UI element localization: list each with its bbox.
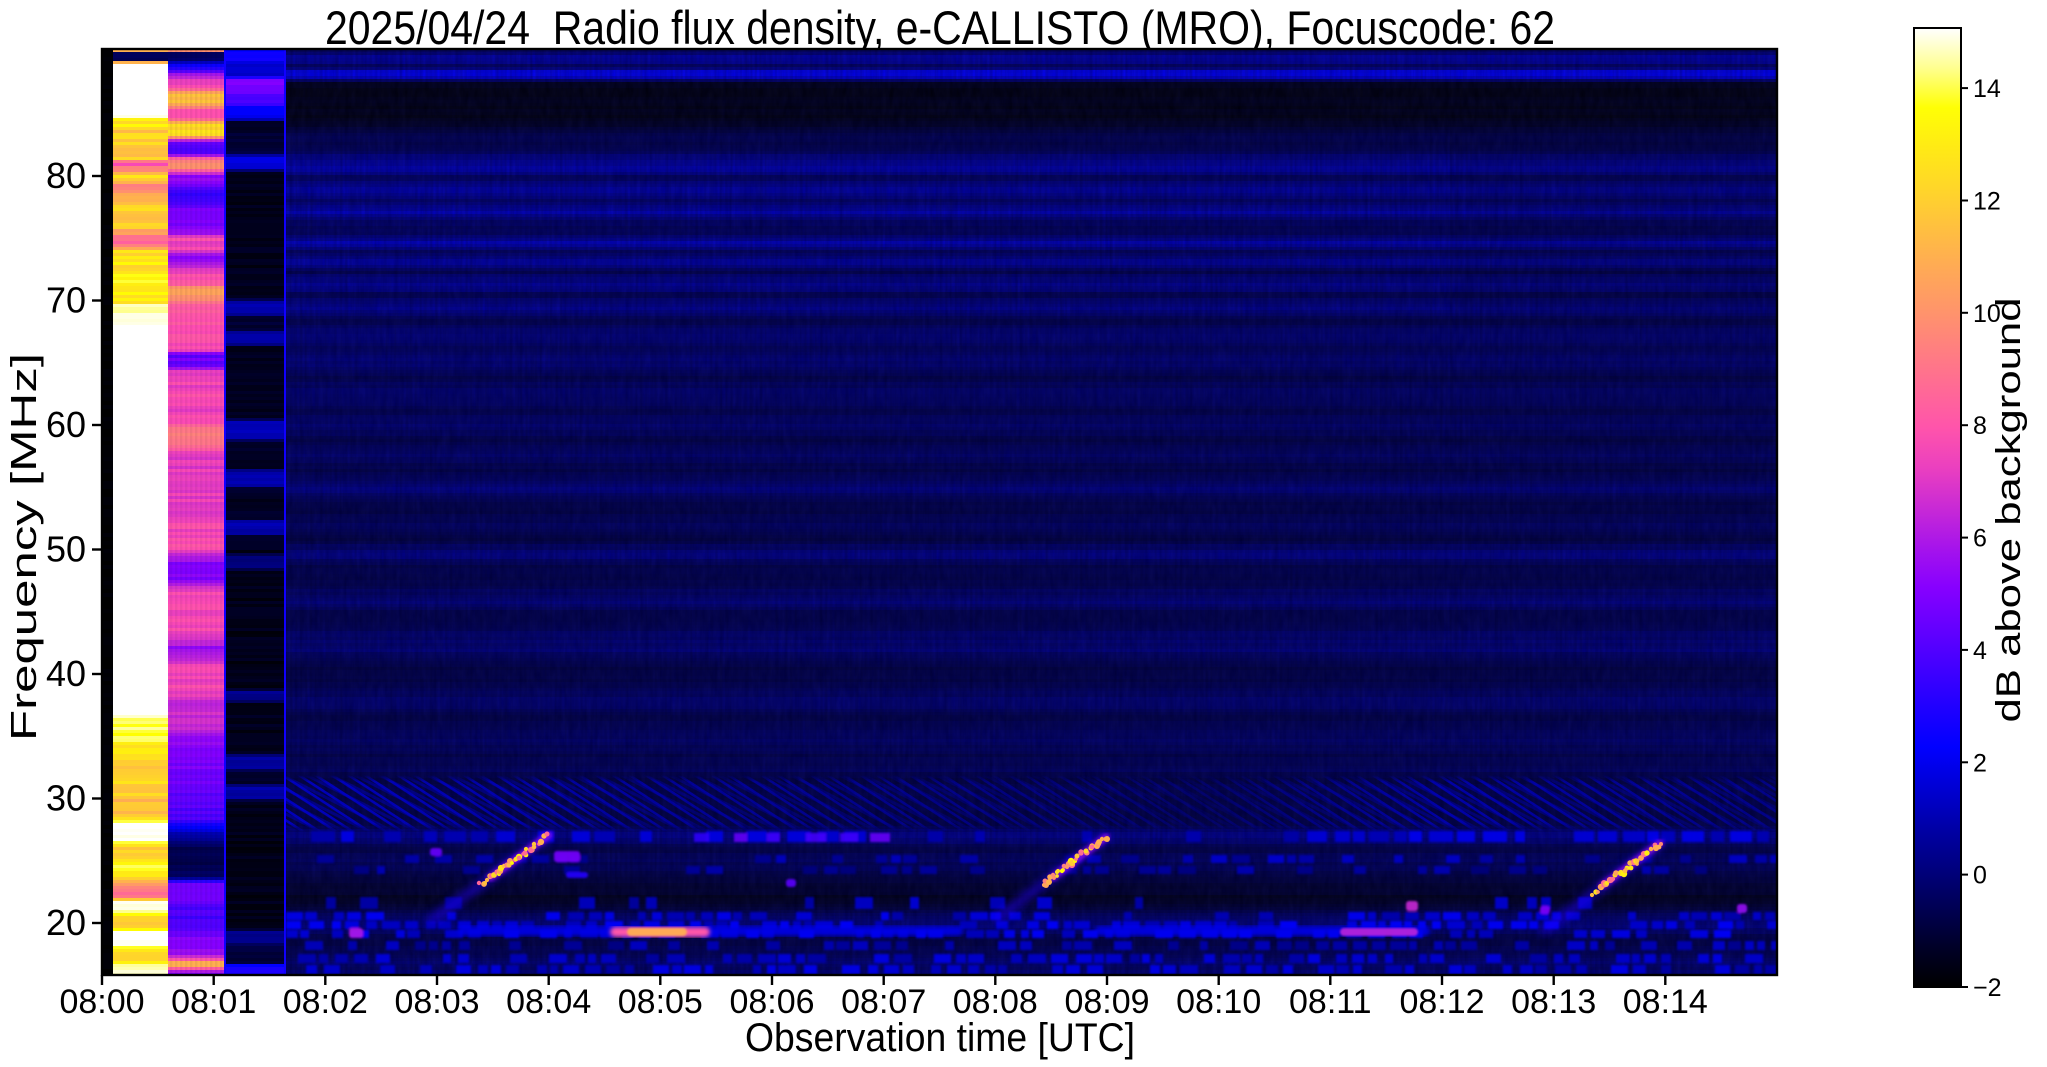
- svg-text:8: 8: [1973, 412, 1987, 440]
- svg-text:40: 40: [46, 653, 86, 694]
- svg-text:dB above background: dB above background: [1990, 298, 2028, 723]
- svg-text:0: 0: [1973, 862, 1987, 890]
- svg-text:Frequency [MHz]: Frequency [MHz]: [3, 353, 44, 741]
- svg-text:08:13: 08:13: [1511, 983, 1596, 1021]
- svg-text:2: 2: [1973, 749, 1987, 777]
- svg-text:14: 14: [1973, 75, 2001, 103]
- svg-text:50: 50: [46, 529, 86, 570]
- svg-text:Observation time [UTC]: Observation time [UTC]: [745, 1016, 1135, 1060]
- svg-text:08:09: 08:09: [1064, 983, 1149, 1021]
- svg-text:08:02: 08:02: [283, 983, 368, 1021]
- svg-text:08:08: 08:08: [953, 983, 1038, 1021]
- svg-text:4: 4: [1973, 637, 1987, 665]
- svg-text:08:14: 08:14: [1623, 983, 1708, 1021]
- svg-text:12: 12: [1973, 188, 2001, 216]
- svg-text:08:10: 08:10: [1176, 983, 1261, 1021]
- svg-text:30: 30: [46, 778, 86, 819]
- svg-text:08:04: 08:04: [506, 983, 591, 1021]
- svg-text:08:07: 08:07: [841, 983, 926, 1021]
- svg-text:08:03: 08:03: [394, 983, 479, 1021]
- svg-text:08:06: 08:06: [729, 983, 814, 1021]
- svg-text:08:00: 08:00: [59, 983, 144, 1021]
- svg-text:08:05: 08:05: [618, 983, 703, 1021]
- svg-text:08:11: 08:11: [1289, 983, 1372, 1021]
- svg-text:20: 20: [46, 902, 86, 943]
- svg-text:−2: −2: [1973, 974, 2002, 1002]
- svg-text:60: 60: [46, 404, 86, 445]
- svg-text:10: 10: [1973, 300, 2001, 328]
- svg-text:2025/04/24 Radio flux density: 2025/04/24 Radio flux density, e-CALLIST…: [325, 1, 1555, 54]
- svg-text:80: 80: [46, 155, 86, 196]
- svg-text:08:12: 08:12: [1399, 983, 1484, 1021]
- svg-text:70: 70: [46, 280, 86, 321]
- svg-text:6: 6: [1973, 525, 1987, 553]
- svg-text:08:01: 08:01: [171, 983, 256, 1021]
